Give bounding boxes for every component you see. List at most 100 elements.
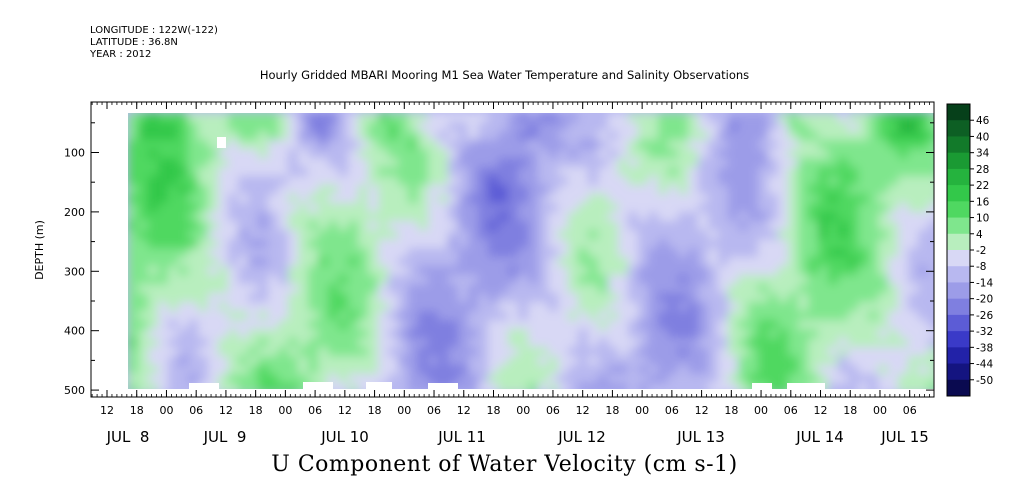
heatmap-cell (198, 320, 209, 330)
heatmap-cell (698, 284, 709, 294)
heatmap-cell (228, 329, 239, 339)
heatmap-cell (598, 302, 609, 312)
heatmap-cell (488, 356, 499, 366)
heatmap-cell (568, 383, 579, 389)
heatmap-cell (168, 113, 179, 123)
heatmap-cell (708, 185, 719, 195)
heatmap-cell (838, 329, 849, 339)
heatmap-cell (168, 302, 179, 312)
heatmap-cell (598, 257, 609, 267)
heatmap-cell (878, 320, 889, 330)
heatmap-cell (208, 302, 219, 312)
heatmap-cell (808, 356, 819, 366)
heatmap-cell (288, 356, 299, 366)
heatmap-cell (398, 320, 409, 330)
heatmap-cell (598, 149, 609, 159)
heatmap-cell (308, 140, 319, 150)
heatmap-cell (468, 113, 479, 123)
heatmap-cell (498, 383, 509, 389)
heatmap-cell (428, 284, 439, 294)
heatmap-cell (408, 257, 419, 267)
heatmap-cell (318, 248, 329, 258)
heatmap-cell (388, 212, 399, 222)
heatmap-cell (798, 221, 809, 231)
heatmap-cell (588, 194, 599, 204)
heatmap-cell (388, 320, 399, 330)
heatmap-cell (538, 338, 549, 348)
heatmap-cell (198, 185, 209, 195)
heatmap-cell (638, 194, 649, 204)
heatmap-cell (698, 356, 709, 366)
heatmap-cell (418, 365, 429, 375)
heatmap-cell (568, 266, 579, 276)
heatmap-cell (548, 230, 559, 240)
heatmap-cell (718, 374, 729, 384)
heatmap-cell (768, 230, 779, 240)
heatmap-cell (508, 338, 519, 348)
heatmap-cell (808, 320, 819, 330)
heatmap-cell (168, 194, 179, 204)
heatmap-cell (718, 329, 729, 339)
heatmap-cell (858, 221, 869, 231)
heatmap-cell (228, 221, 239, 231)
heatmap-cell (538, 275, 549, 285)
heatmap-cell (788, 347, 799, 357)
heatmap-cell (698, 131, 709, 141)
heatmap-cell (638, 374, 649, 384)
heatmap-cell (688, 383, 699, 389)
heatmap-cell (238, 284, 249, 294)
heatmap-cell (648, 194, 659, 204)
heatmap-cell (198, 149, 209, 159)
heatmap-cell (828, 383, 839, 389)
colorbar-swatch (947, 266, 970, 283)
heatmap-cell (468, 248, 479, 258)
heatmap-cell (808, 149, 819, 159)
heatmap-cell (808, 311, 819, 321)
heatmap-cell (258, 248, 269, 258)
heatmap-cell (228, 176, 239, 186)
heatmap-cell (558, 266, 569, 276)
heatmap-cell (888, 194, 899, 204)
heatmap-cell (558, 383, 569, 389)
heatmap-cell (628, 203, 639, 213)
heatmap-cell (228, 158, 239, 168)
heatmap-cell (738, 140, 749, 150)
heatmap-cell (538, 149, 549, 159)
heatmap-cell (578, 176, 589, 186)
heatmap-cell (538, 302, 549, 312)
heatmap-cell (448, 311, 459, 321)
heatmap-cell (648, 365, 659, 375)
heatmap-cell (238, 266, 249, 276)
heatmap-cell (668, 185, 679, 195)
heatmap-cell (138, 257, 149, 267)
heatmap-cell (658, 131, 669, 141)
heatmap-cell (158, 122, 169, 132)
heatmap-cell (508, 158, 519, 168)
heatmap-cell (338, 257, 349, 267)
heatmap-field (128, 113, 934, 389)
heatmap-cell (728, 257, 739, 267)
heatmap-cell (578, 284, 589, 294)
heatmap-cell (318, 338, 329, 348)
heatmap-cell (568, 320, 579, 330)
x-tick-label: 06 (427, 404, 441, 417)
heatmap-cell (578, 221, 589, 231)
heatmap-cell (128, 257, 139, 267)
heatmap-cell (818, 149, 829, 159)
heatmap-cell (248, 167, 259, 177)
heatmap-cell (198, 212, 209, 222)
heatmap-cell (238, 311, 249, 321)
heatmap-cell (848, 176, 859, 186)
heatmap-cell (158, 347, 169, 357)
heatmap-cell (508, 185, 519, 195)
heatmap-cell (868, 194, 879, 204)
heatmap-cell (198, 221, 209, 231)
heatmap-cell (778, 320, 789, 330)
heatmap-cell (558, 284, 569, 294)
heatmap-cell (808, 239, 819, 249)
heatmap-cell (828, 293, 839, 303)
heatmap-cell (768, 149, 779, 159)
heatmap-cell (248, 176, 259, 186)
heatmap-cell (928, 329, 934, 339)
heatmap-cell (718, 311, 729, 321)
